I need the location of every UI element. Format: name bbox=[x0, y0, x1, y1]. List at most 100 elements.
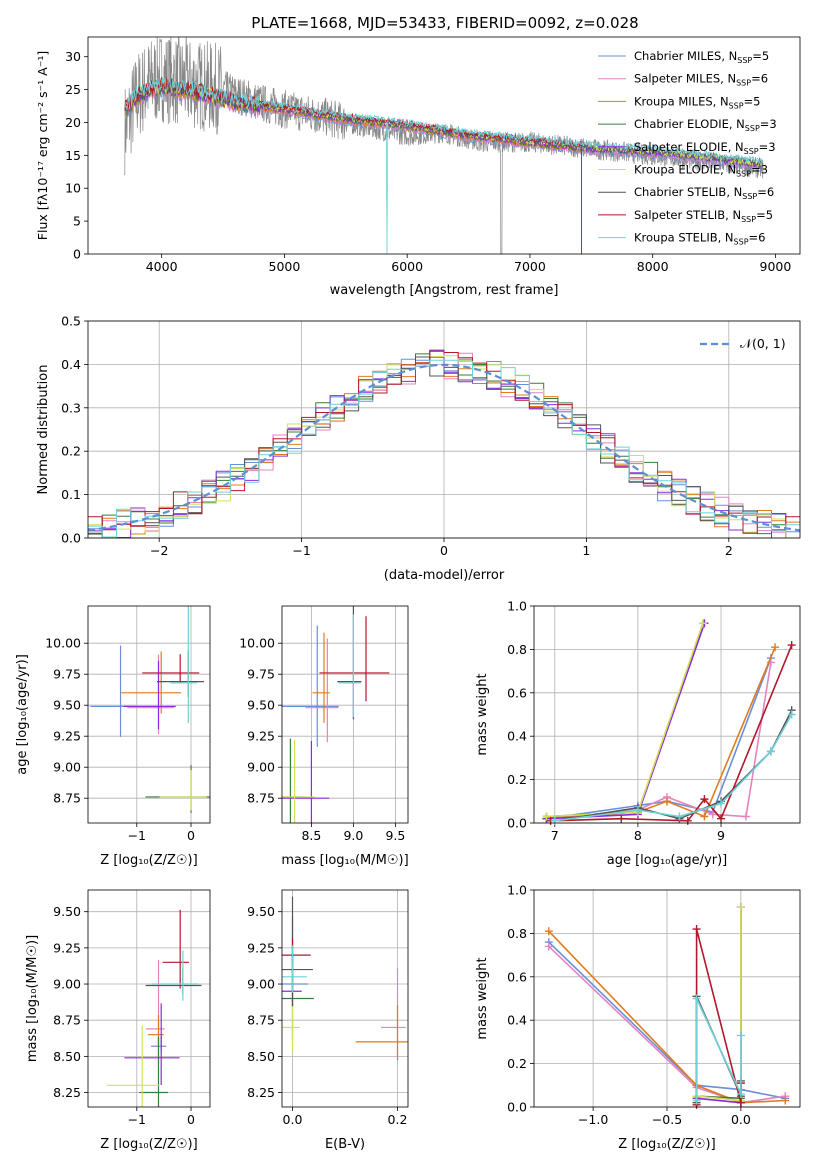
y-tick-label: 0.5 bbox=[61, 314, 81, 329]
x-tick-label: 0 bbox=[440, 543, 448, 558]
x-tick-label: 9.5 bbox=[385, 828, 405, 843]
x-tick-label: 0 bbox=[187, 1112, 195, 1127]
axes-frame bbox=[533, 889, 801, 1108]
weight-point-marker bbox=[617, 814, 626, 823]
y-tick-label: 9.00 bbox=[247, 760, 275, 775]
y-tick-label: 10.00 bbox=[239, 636, 275, 651]
weight-point-marker bbox=[544, 942, 553, 951]
y-axis-label: Flux [fλ10⁻¹⁷ erg cm⁻² s⁻¹ A⁻¹] bbox=[35, 51, 50, 240]
y-tick-label: 8.25 bbox=[53, 1085, 81, 1100]
weight-point-marker bbox=[542, 812, 551, 821]
model-spectrum-line bbox=[124, 82, 582, 254]
x-tick-label: 8 bbox=[634, 828, 642, 843]
y-tick-label: 8.75 bbox=[247, 791, 275, 806]
gridlines bbox=[534, 605, 800, 824]
weight-point-marker bbox=[781, 1096, 790, 1105]
mass-vs-EBV-panel: 0.0 0.2 8.25 8.50 8.75 9.00 9.25 9.50 E(B-V) bbox=[247, 889, 409, 1152]
y-tick-label: 0.2 bbox=[61, 444, 81, 459]
axes-frame bbox=[533, 605, 801, 824]
weight-point-marker bbox=[741, 812, 750, 821]
x-tick-label: 7 bbox=[551, 828, 559, 843]
y-tick-label: 15 bbox=[65, 148, 81, 163]
gridlines bbox=[88, 606, 210, 823]
x-tick-label: 9.0 bbox=[343, 828, 363, 843]
model-spectrum-line bbox=[124, 82, 764, 171]
x-tick-label: 0.0 bbox=[731, 1112, 751, 1127]
axes-frame bbox=[87, 36, 801, 255]
x-axis-label: (data-model)/error bbox=[384, 568, 505, 583]
y-tick-label: 0.1 bbox=[61, 487, 81, 502]
y-tick-label: 9.75 bbox=[247, 667, 275, 682]
y-tick-label: 0.0 bbox=[61, 531, 81, 546]
figure-title: PLATE=1668, MJD=53433, FIBERID=0092, z=0… bbox=[251, 14, 638, 32]
x-tick-label: 9000 bbox=[760, 259, 792, 274]
axes-frame bbox=[281, 889, 409, 1108]
weight-point-marker bbox=[544, 927, 553, 936]
y-tick-label: 8.75 bbox=[247, 1013, 275, 1028]
legend-label: Salpeter MILES, NSSP=6 bbox=[634, 72, 768, 88]
weight-point-marker bbox=[736, 903, 745, 912]
y-tick-label: 8.50 bbox=[53, 1049, 81, 1064]
x-tick-label: 0.0 bbox=[283, 1112, 303, 1127]
y-axis-label: mass weight bbox=[475, 673, 490, 755]
legend-value: =6 bbox=[749, 231, 766, 245]
legend-subscript: SSP bbox=[736, 79, 751, 88]
weight-series-line bbox=[548, 941, 786, 1100]
y-tick-label: 9.25 bbox=[247, 729, 275, 744]
y-tick-label: 0.4 bbox=[61, 357, 81, 372]
y-tick-label: 9.00 bbox=[53, 977, 81, 992]
legend-subscript: SSP bbox=[734, 238, 749, 247]
legend-label: Chabrier MILES, NSSP=5 bbox=[634, 49, 769, 65]
legend-subscript: SSP bbox=[729, 101, 744, 110]
x-tick-label: 2 bbox=[725, 543, 733, 558]
legend-subscript: SSP bbox=[744, 147, 759, 156]
y-tick-label: 0.6 bbox=[507, 685, 527, 700]
y-tick-label: 1.0 bbox=[507, 599, 527, 614]
weight-point-marker bbox=[717, 799, 726, 808]
weight-point-marker bbox=[675, 812, 684, 821]
x-tick-label: 0 bbox=[187, 828, 195, 843]
weight-point-marker bbox=[766, 747, 775, 756]
legend-label: Chabrier STELIB, NSSP=6 bbox=[634, 185, 774, 201]
normal-reference-curve bbox=[87, 363, 801, 532]
gridlines bbox=[88, 890, 210, 1107]
y-tick-label: 10 bbox=[65, 181, 81, 196]
residual-histogram bbox=[88, 355, 800, 538]
legend-label: Kroupa STELIB, NSSP=6 bbox=[634, 231, 765, 247]
residual-histogram bbox=[88, 359, 800, 538]
weight-point-marker bbox=[663, 797, 671, 806]
model-spectrum-line bbox=[124, 76, 764, 254]
axes-frame bbox=[87, 889, 211, 1108]
legend-label: 𝒩(0, 1) bbox=[740, 336, 786, 351]
weight-point-marker bbox=[692, 1096, 701, 1105]
x-tick-label: −2 bbox=[150, 543, 168, 558]
x-tick-label: 4000 bbox=[146, 259, 178, 274]
age-vs-mass-panel: 8.5 9.0 9.5 8.75 9.00 9.25 9.50 9.75 10.00 mass [… bbox=[239, 605, 409, 868]
x-axis-label: E(B-V) bbox=[325, 1137, 365, 1152]
weight-series-line bbox=[695, 998, 742, 1101]
x-tick-label: 9 bbox=[717, 828, 725, 843]
y-tick-label: 9.25 bbox=[53, 940, 81, 955]
x-tick-label: 0.2 bbox=[388, 1112, 408, 1127]
y-tick-label: 9.50 bbox=[53, 904, 81, 919]
y-tick-label: 0.6 bbox=[507, 969, 527, 984]
y-tick-label: 9.00 bbox=[247, 977, 275, 992]
y-tick-label: 9.25 bbox=[247, 940, 275, 955]
weight-point-marker bbox=[787, 641, 796, 650]
gridlines bbox=[534, 889, 800, 1108]
legend-value: =3 bbox=[759, 140, 776, 154]
weight-series-line bbox=[554, 714, 793, 822]
legend-label: Kroupa ELODIE, NSSP=3 bbox=[634, 163, 768, 179]
x-tick-label: 8.5 bbox=[301, 828, 321, 843]
weight-point-marker bbox=[771, 643, 780, 652]
y-tick-label: 0.0 bbox=[507, 1100, 527, 1115]
weight-point-marker bbox=[633, 805, 642, 814]
y-tick-label: 0.4 bbox=[507, 729, 527, 744]
weight-series-line bbox=[546, 623, 706, 818]
y-tick-label: 8.75 bbox=[53, 791, 81, 806]
y-tick-label: 8.50 bbox=[247, 1049, 275, 1064]
legend-label: Salpeter STELIB, NSSP=5 bbox=[634, 208, 773, 224]
y-tick-label: 0.8 bbox=[507, 642, 527, 657]
x-tick-label: −1.0 bbox=[578, 1112, 608, 1127]
